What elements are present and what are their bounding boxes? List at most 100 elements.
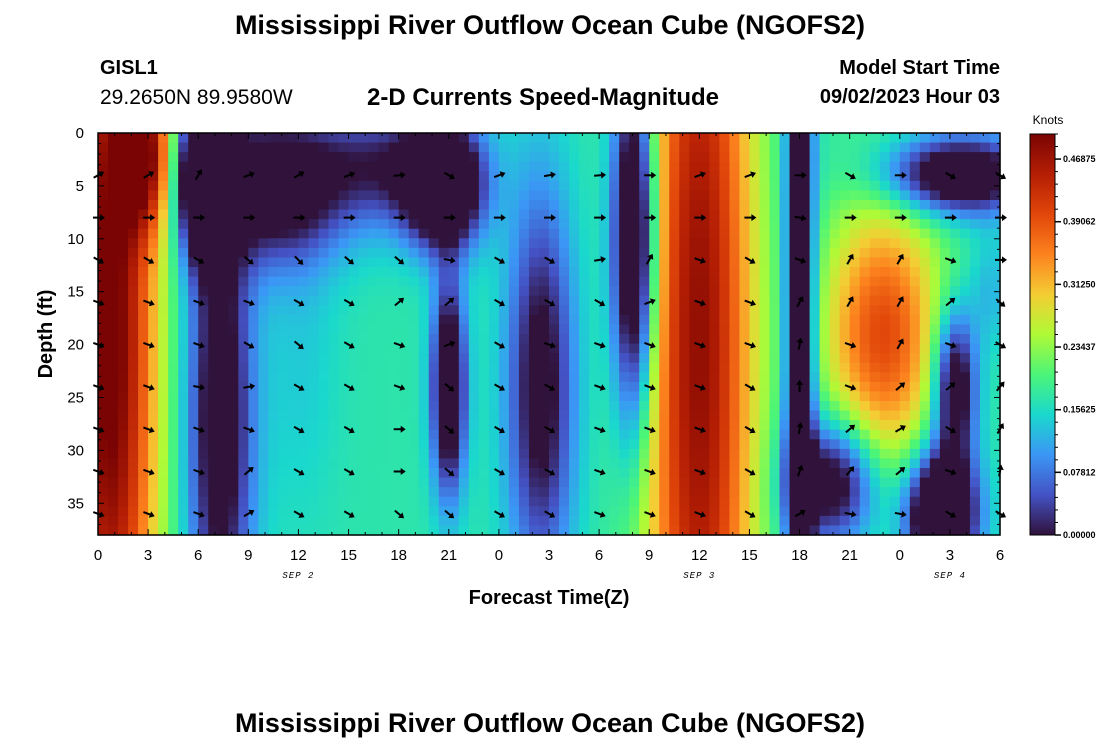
heatmap-cell xyxy=(569,180,580,192)
heatmap-cell xyxy=(589,324,600,335)
heatmap-cell xyxy=(358,209,370,220)
heatmap-cell xyxy=(508,381,520,393)
heatmap-cell xyxy=(158,286,169,297)
heatmap-cell xyxy=(839,334,851,345)
heatmap-cell xyxy=(959,429,971,440)
heatmap-cell xyxy=(308,448,320,460)
heatmap-cell xyxy=(749,180,761,192)
heatmap-cell xyxy=(759,133,771,144)
heatmap-cell xyxy=(178,133,189,144)
heatmap-cell xyxy=(98,161,109,172)
heatmap-cell xyxy=(308,267,320,278)
heatmap-cell xyxy=(819,200,831,211)
heatmap-cell xyxy=(478,142,490,153)
heatmap-cell xyxy=(258,142,269,153)
heatmap-cell xyxy=(178,343,189,354)
heatmap-cell xyxy=(979,506,991,517)
heatmap-cell xyxy=(398,525,410,536)
heatmap-cell xyxy=(138,496,149,507)
heatmap-cell xyxy=(438,334,450,345)
heatmap-cell xyxy=(579,267,590,278)
current-arrow xyxy=(694,257,706,264)
heatmap-cell xyxy=(408,257,420,268)
heatmap-cell xyxy=(228,286,239,297)
heatmap-cell xyxy=(358,487,370,498)
heatmap-cell xyxy=(168,429,179,440)
heatmap-cell xyxy=(979,219,991,230)
heatmap-cell xyxy=(418,391,430,402)
heatmap-cell xyxy=(749,525,761,536)
heatmap-cell xyxy=(909,142,921,153)
heatmap-cell xyxy=(188,420,199,431)
heatmap-cell xyxy=(198,286,209,297)
heatmap-cell xyxy=(468,161,480,172)
heatmap-cell xyxy=(549,458,560,469)
heatmap-cell xyxy=(899,334,911,345)
heatmap-cell xyxy=(358,276,370,287)
heatmap-cell xyxy=(569,133,580,144)
heatmap-cell xyxy=(569,152,580,163)
heatmap-cell xyxy=(979,515,991,527)
heatmap-cell xyxy=(779,133,791,144)
heatmap-cell xyxy=(208,343,219,354)
heatmap-cell xyxy=(168,515,179,527)
heatmap-cell xyxy=(478,247,490,259)
heatmap-cell xyxy=(679,180,690,192)
heatmap-cell xyxy=(278,448,290,460)
heatmap-cell xyxy=(849,247,861,259)
heatmap-cell xyxy=(559,142,570,153)
heatmap-cell xyxy=(298,506,310,517)
heatmap-cell xyxy=(769,152,781,163)
heatmap-cell xyxy=(328,362,340,373)
heatmap-cell xyxy=(659,391,670,402)
heatmap-cell xyxy=(619,152,630,163)
heatmap-cell xyxy=(138,458,149,469)
heatmap-cell xyxy=(969,180,981,192)
heatmap-cell xyxy=(258,257,269,268)
heatmap-cell xyxy=(949,410,961,421)
heatmap-cell xyxy=(128,171,139,182)
heatmap-cell xyxy=(749,190,761,201)
heatmap-cell xyxy=(709,410,720,421)
heatmap-cell xyxy=(729,334,741,345)
heatmap-cell xyxy=(729,295,741,306)
heatmap-cell xyxy=(488,477,500,488)
heatmap-cell xyxy=(879,439,891,450)
heatmap-cell xyxy=(148,525,159,536)
current-arrow xyxy=(293,340,304,350)
heatmap-cell xyxy=(388,410,400,421)
heatmap-cell xyxy=(779,391,791,402)
heatmap-cell xyxy=(779,171,791,182)
heatmap-cell xyxy=(699,295,710,306)
current-arrow xyxy=(294,255,304,265)
heatmap-cell xyxy=(629,487,640,498)
heatmap-cell xyxy=(348,219,360,230)
heatmap-cell xyxy=(348,372,360,383)
heatmap-cell xyxy=(168,190,179,201)
heatmap-cell xyxy=(538,334,550,345)
current-arrow xyxy=(143,384,155,391)
heatmap-cell xyxy=(318,209,330,220)
current-arrow xyxy=(944,341,957,349)
heatmap-cell xyxy=(158,468,169,479)
current-arrow xyxy=(544,468,556,476)
heatmap-cell xyxy=(549,525,560,536)
heatmap-cell xyxy=(378,468,390,479)
heatmap-cell xyxy=(639,209,650,220)
heatmap-cell xyxy=(729,238,741,249)
heatmap-cell xyxy=(458,458,470,469)
heatmap-cell xyxy=(639,448,650,460)
heatmap-cell xyxy=(538,381,550,393)
heatmap-cell xyxy=(98,314,109,326)
heatmap-cell xyxy=(498,247,510,259)
heatmap-cell xyxy=(318,142,330,153)
heatmap-cell xyxy=(178,200,189,211)
heatmap-cell xyxy=(128,391,139,402)
heatmap-cell xyxy=(338,295,350,306)
heatmap-cell xyxy=(979,362,991,373)
heatmap-cell xyxy=(769,458,781,469)
heatmap-cell xyxy=(278,353,290,364)
heatmap-cell xyxy=(308,506,320,517)
heatmap-cell xyxy=(508,372,520,383)
heatmap-cell xyxy=(979,133,991,144)
